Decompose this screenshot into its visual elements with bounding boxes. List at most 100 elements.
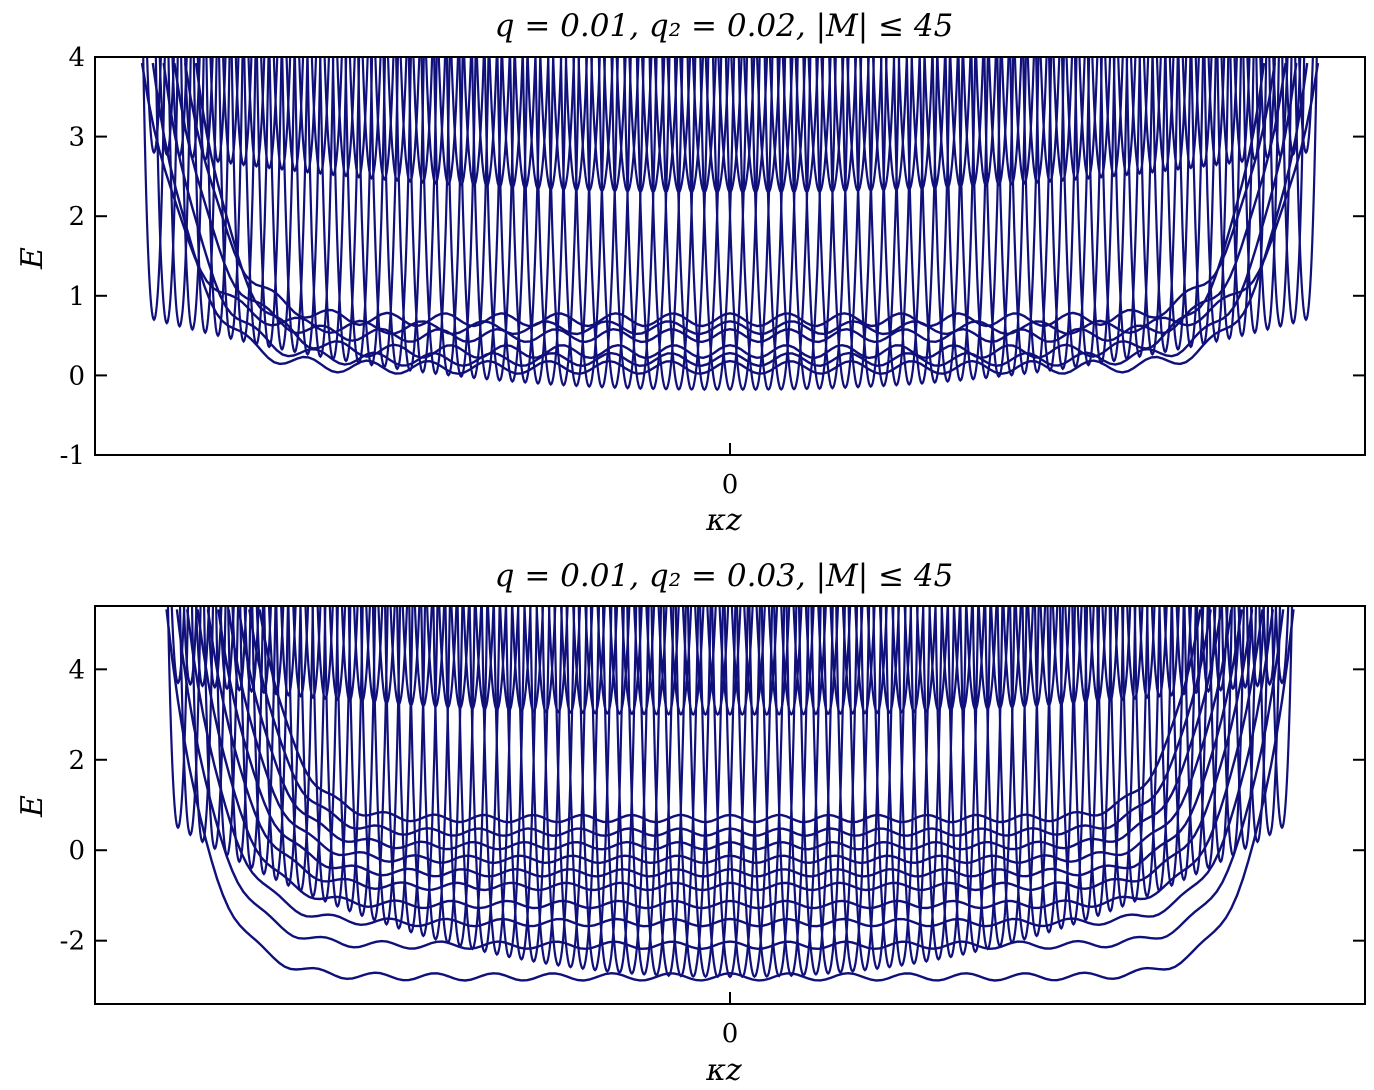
band-curve	[222, 57, 240, 166]
band-curve	[653, 57, 679, 194]
band-curve	[182, 606, 198, 687]
band-curve	[323, 606, 352, 909]
band-curve	[859, 606, 895, 971]
band-curve	[797, 606, 834, 976]
band-curve	[426, 606, 446, 709]
bottom-x-tick-label: 0	[722, 1019, 739, 1049]
band-curve	[243, 606, 260, 694]
band-curve	[1022, 57, 1053, 374]
band-curve	[1294, 57, 1318, 322]
y-tick-label: 3	[68, 123, 85, 153]
band-curve	[970, 57, 1002, 380]
band-curve	[413, 606, 433, 708]
band-curve	[681, 606, 705, 716]
band-curve	[633, 606, 656, 716]
band-curve	[1061, 57, 1091, 369]
band-curve	[934, 606, 968, 959]
band-curve	[1065, 57, 1086, 182]
band-curve	[817, 606, 840, 716]
y-tick-label: 0	[68, 836, 85, 866]
band-curve	[243, 57, 270, 346]
band-curve	[602, 57, 627, 193]
y-tick-label: 2	[68, 746, 85, 776]
band-curve	[1274, 606, 1290, 685]
band-curve	[142, 57, 166, 322]
band-curve	[767, 606, 791, 716]
band-curve	[794, 57, 819, 194]
band-curve	[1133, 606, 1161, 899]
band-curve	[310, 57, 331, 176]
band-curve	[915, 606, 937, 713]
band-curve	[854, 606, 876, 715]
band-curve	[1051, 606, 1071, 706]
band-curve	[488, 57, 511, 189]
band-curve	[1190, 57, 1217, 346]
band-curve	[872, 606, 907, 969]
band-curve	[475, 57, 498, 188]
band-curve	[260, 57, 279, 170]
band-curve	[577, 57, 601, 193]
band-curve	[1058, 606, 1089, 926]
band-curve	[773, 606, 810, 978]
band-curve	[1220, 57, 1238, 166]
band-curve	[785, 606, 822, 977]
band-curve	[1194, 57, 1213, 169]
band-curve	[835, 606, 871, 973]
top-y-ticks: -1 0 1 2 3 4	[60, 43, 1365, 471]
band-curve	[471, 57, 503, 381]
band-curve	[891, 606, 913, 714]
band-curve	[445, 57, 477, 379]
band-curve	[944, 57, 977, 382]
band-curve	[247, 57, 266, 169]
band-curve	[735, 606, 774, 979]
band-curve	[323, 57, 343, 177]
band-curve	[304, 606, 322, 700]
band-curve	[928, 606, 949, 713]
band-curve	[267, 606, 285, 696]
band-curve	[596, 606, 619, 715]
band-curve	[730, 606, 754, 716]
band-curve	[377, 606, 396, 706]
band-curve	[285, 57, 305, 173]
band-curve	[1216, 57, 1242, 341]
band-curve	[340, 606, 359, 703]
band-curve	[590, 57, 614, 193]
band-curve	[399, 57, 421, 184]
band-curve	[499, 606, 520, 712]
band-curve	[207, 606, 223, 690]
band-curve	[1177, 57, 1205, 349]
band-curve	[641, 57, 666, 194]
band-curve	[280, 606, 297, 697]
band-curve	[650, 606, 687, 978]
band-curve	[1151, 57, 1179, 354]
band-curve	[1270, 606, 1294, 830]
band-curve	[316, 606, 334, 701]
top-x-axis-label: κz	[705, 503, 742, 538]
band-curve	[657, 606, 680, 716]
band-curve	[526, 57, 550, 191]
band-curve	[879, 57, 913, 387]
band-curve	[866, 57, 901, 388]
band-curve	[509, 57, 542, 385]
band-curve	[645, 606, 668, 716]
band-curve	[949, 57, 972, 189]
band-curve	[694, 606, 717, 716]
band-curve	[1026, 57, 1048, 184]
band-curve	[1039, 57, 1061, 184]
band-curve	[983, 57, 1015, 379]
band-curve	[1262, 606, 1278, 687]
band-curve	[1129, 57, 1150, 176]
envelope-curve	[206, 609, 1254, 892]
band-curve	[768, 57, 794, 194]
band-curve	[755, 57, 781, 194]
top-chart-title: q = 0.01, q₂ = 0.02, |M| ≤ 45	[495, 8, 954, 44]
envelope-curve	[175, 609, 1285, 951]
band-curve	[1181, 57, 1200, 170]
band-curve	[365, 606, 384, 705]
envelope-curve	[227, 609, 1233, 865]
band-curve	[194, 606, 211, 688]
envelope-curve	[248, 609, 1212, 837]
band-curve	[936, 57, 959, 190]
envelope-curve	[237, 609, 1223, 851]
y-tick-label: -1	[60, 441, 85, 471]
